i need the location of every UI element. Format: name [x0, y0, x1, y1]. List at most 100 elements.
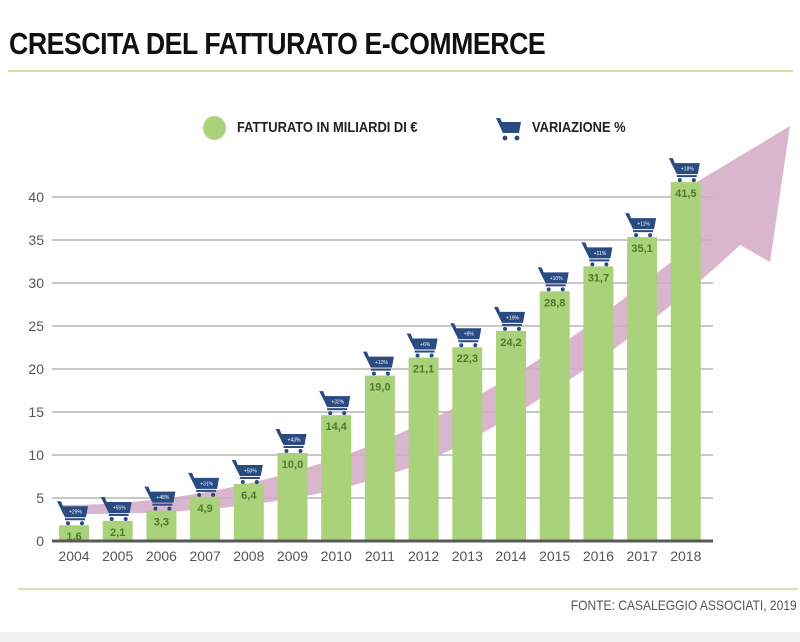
revenue-bar: [452, 347, 483, 541]
variation-label: +48%: [156, 495, 169, 501]
bar-group-2014: 24,2 +19%: [494, 306, 526, 541]
bar-group-2018: 41,5 +18%: [668, 158, 701, 541]
variation-label: +10%: [550, 276, 563, 282]
image-bottom-border: [0, 632, 800, 642]
variation-label: +18%: [681, 167, 694, 173]
bar-value-label: 4,9: [197, 503, 212, 515]
y-tick-label: 15: [28, 404, 44, 420]
shopping-cart-icon: +55%: [100, 496, 132, 521]
variation-label: +11%: [637, 222, 650, 228]
revenue-bar: [102, 520, 133, 541]
variation-label: +55%: [113, 505, 126, 511]
y-tick-label: 25: [28, 318, 44, 334]
variation-label: +50%: [244, 468, 257, 474]
bar-value-label: 14,4: [325, 421, 347, 433]
y-tick-label: 10: [28, 447, 44, 463]
page-title: CRESCITA DEL FATTURATO E-COMMERCE: [9, 26, 546, 61]
x-tick-label: 2004: [58, 548, 89, 564]
variation-label: +11%: [594, 251, 607, 257]
legend-revenue-label: FATTURATO IN MILIARDI DI €: [237, 119, 418, 136]
shopping-cart-icon: +10%: [537, 267, 569, 292]
x-tick-label: 2005: [102, 548, 133, 564]
bar-group-2010: 14,4 +32%: [319, 391, 352, 541]
x-tick-label: 2006: [146, 548, 177, 564]
revenue-bar: [277, 453, 308, 541]
shopping-cart-icon: +48%: [144, 486, 176, 511]
variation-label: +19%: [506, 315, 519, 321]
shopping-cart-icon: +18%: [668, 158, 700, 183]
revenue-bar: [364, 375, 395, 541]
revenue-bar: [627, 237, 658, 541]
x-tick-label: 2008: [233, 548, 264, 564]
title-divider: [8, 70, 793, 72]
shopping-cart-icon: +31%: [188, 472, 220, 497]
bar-value-label: 19,0: [369, 382, 390, 394]
bar-value-label: 3,3: [154, 517, 169, 529]
bar-group-2009: 10,0 +43%: [275, 429, 308, 541]
revenue-bar: [321, 415, 352, 541]
bar-value-label: 28,8: [544, 297, 565, 309]
bar-value-label: 21,1: [413, 364, 434, 376]
y-tick-label: 0: [36, 533, 44, 549]
source-divider: [18, 588, 798, 590]
bar-group-2004: 1,6+29%: [57, 501, 89, 543]
bar-value-label: 6,4: [241, 490, 257, 502]
revenue-bar: [146, 510, 177, 541]
legend-shopping-cart-icon: [495, 116, 523, 147]
x-tick-label: 2016: [583, 548, 614, 564]
chart-legend: FATTURATO IN MILIARDI DI € VARIAZIONE %: [0, 114, 800, 144]
bar-group-2017: 35,1 +11%: [625, 213, 658, 541]
y-tick-label: 30: [28, 275, 44, 291]
legend-revenue-swatch-icon: [203, 116, 226, 140]
x-tick-label: 2013: [452, 548, 483, 564]
revenue-bar: [539, 291, 570, 541]
variation-label: +43%: [288, 438, 301, 444]
shopping-cart-icon: +29%: [57, 501, 88, 526]
x-tick-label: 2011: [365, 548, 395, 564]
bar-group-2016: 31,7 +11%: [581, 242, 614, 541]
bar-group-2007: 4,9 +31%: [188, 472, 221, 541]
shopping-cart-icon: +8%: [450, 323, 482, 348]
revenue-bar: [496, 330, 526, 541]
revenue-bar: [670, 182, 701, 541]
source-caption: FONTE: CASALEGGIO ASSOCIATI, 2019: [571, 597, 797, 613]
bar-value-label: 10,0: [282, 459, 303, 471]
legend-variation-label: VARIAZIONE %: [532, 119, 626, 136]
shopping-cart-icon: +11%: [625, 213, 657, 238]
y-tick-label: 40: [28, 189, 44, 205]
bar-group-2015: 28,8 +10%: [537, 267, 570, 541]
x-tick-label: 2007: [190, 548, 221, 564]
revenue-bar: [190, 496, 221, 541]
variation-label: +31%: [200, 481, 213, 487]
shopping-cart-icon: +19%: [494, 306, 525, 331]
x-tick-label: 2017: [627, 548, 658, 564]
shopping-cart-icon: +12%: [362, 351, 394, 376]
revenue-bar: [233, 483, 264, 541]
x-tick-label: 2015: [539, 548, 570, 564]
x-tick-label: 2018: [670, 548, 701, 564]
y-tick-label: 20: [28, 361, 44, 377]
x-tick-label: 2010: [321, 548, 352, 564]
bar-value-label: 24,2: [500, 337, 521, 349]
bar-value-label: 41,5: [675, 188, 696, 200]
revenue-bar: [59, 525, 89, 541]
variation-label: +6%: [420, 342, 431, 348]
revenue-bar-chart: 0 5 10 15 20 25 30 35 40 1,6+29% 2004 2,1 +55% 2005 3,…: [28, 126, 790, 564]
y-tick-label: 35: [28, 232, 44, 248]
bar-group-2012: 21,1 +6%: [406, 333, 439, 541]
bar-group-2011: 19,0 +12%: [362, 351, 395, 541]
shopping-cart-icon: +11%: [581, 242, 613, 267]
shopping-cart-icon: +6%: [406, 333, 438, 358]
x-tick-label: 2009: [277, 548, 308, 564]
bar-group-2006: 3,3 +48%: [144, 486, 177, 541]
variation-label: +8%: [464, 332, 475, 338]
bar-value-label: 2,1: [110, 527, 125, 539]
variation-label: +32%: [331, 400, 344, 406]
bar-value-label: 22,3: [457, 353, 478, 365]
revenue-bar: [408, 357, 439, 541]
variation-label: +29%: [69, 510, 82, 516]
bar-value-label: 35,1: [631, 243, 652, 255]
variation-label: +12%: [375, 360, 388, 366]
bar-group-2005: 2,1 +55%: [100, 496, 133, 541]
x-tick-label: 2014: [495, 548, 526, 564]
